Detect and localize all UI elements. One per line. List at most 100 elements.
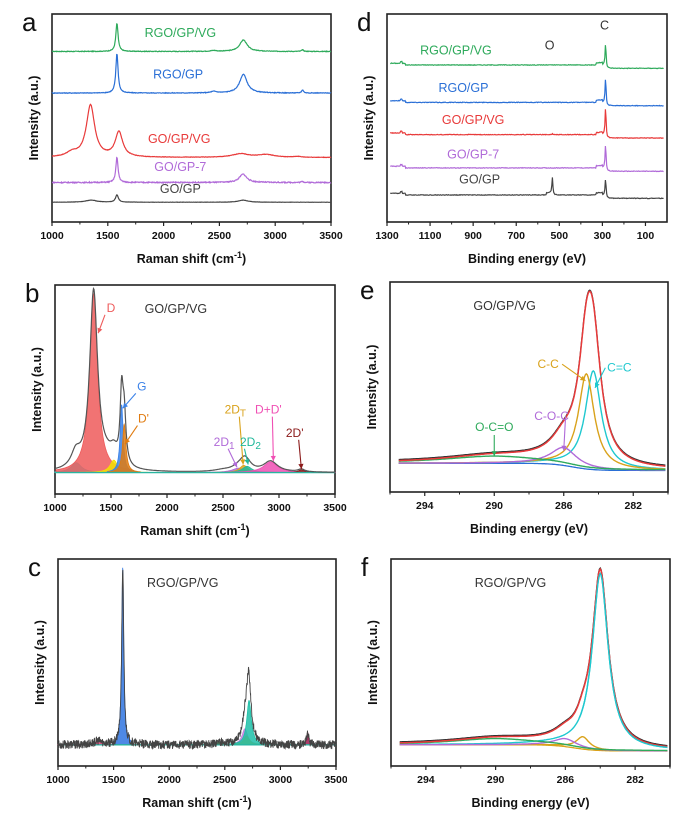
series-line-rgo-gp-vg — [390, 45, 664, 70]
x-tick-label: 2000 — [155, 502, 179, 514]
series-label: GO/GP-7 — [154, 160, 206, 174]
measured-spectrum — [57, 569, 337, 751]
panel-e-xps-c1s-go: 294 290 286 282 Binding energy (eV) Intensity… — [347, 272, 694, 544]
x-tick-label: 1500 — [99, 502, 123, 514]
plot-frame — [386, 13, 668, 223]
annotation-arrow-head — [298, 463, 304, 469]
peak-label-g: G — [137, 379, 146, 393]
panel-label: d — [357, 7, 371, 37]
chart-c: 1000 1500 2000 2500 3000 3500 Raman shift (cm-… — [28, 552, 347, 810]
x-axis-title-end: ) — [242, 252, 246, 266]
x-axis-title-main: Raman shift (cm — [142, 796, 239, 810]
series-label: RGO/GP/VG — [420, 44, 492, 58]
panel-label: a — [22, 7, 37, 37]
x-axis-title-sup: -1 — [238, 522, 246, 532]
x-tick-label: 286 — [555, 500, 573, 512]
x-tick-label: 290 — [487, 774, 505, 786]
measured-spectrum — [54, 287, 336, 473]
x-tick-label: 1500 — [96, 230, 120, 242]
x-tick-label: 2000 — [152, 230, 176, 242]
x-tick-label: 282 — [624, 500, 642, 512]
y-axis-title: Intensity (a.u.) — [365, 345, 379, 430]
panel-f-xps-c1s-rgo: 294 290 286 282 Binding energy (eV) Intensity… — [347, 544, 694, 817]
peak-label-2d2: 2D2 — [240, 435, 261, 452]
peak-label-text: 2D' — [286, 426, 304, 440]
peak-label-c-c: C=C — [607, 361, 632, 375]
series-line-rgo-gp-vg — [51, 23, 331, 53]
series-line-go-gp — [51, 194, 331, 203]
x-tick-label: 2500 — [211, 502, 235, 514]
x-tick-label: 286 — [557, 774, 575, 786]
x-axis-title-sup: -1 — [234, 250, 242, 260]
x-tick-label: 3500 — [319, 230, 343, 242]
series-line-go-gp-vg — [51, 103, 332, 159]
x-tick-label: 3500 — [323, 502, 347, 514]
x-tick-label: 900 — [464, 230, 482, 242]
annotation-arrow-head — [232, 461, 238, 468]
series-label: GO/GP/VG — [442, 113, 505, 127]
x-tick-label: 1300 — [375, 230, 399, 242]
annotation-arrow-head — [122, 402, 129, 409]
x-tick-label: 700 — [507, 230, 525, 242]
series-label: GO/GP — [459, 173, 500, 187]
x-axis-title: Binding energy (eV) — [471, 796, 589, 810]
peak-label-d-d-: D+D' — [255, 403, 282, 417]
sample-label: RGO/GP/VG — [147, 576, 219, 590]
y-axis-title: Intensity (a.u.) — [33, 620, 47, 705]
x-axis-title-end: ) — [248, 796, 252, 810]
x-tick-label: 1100 — [419, 230, 442, 242]
peak-label-text: 2D — [225, 403, 241, 417]
fit-component-d-d- — [203, 461, 336, 473]
series-line-rgo-gp — [51, 53, 332, 95]
x-axis-title: Binding energy (eV) — [470, 522, 588, 536]
peak-label-c-o-c: C-O-C — [534, 409, 569, 423]
x-tick-label: 294 — [417, 774, 435, 786]
sample-label: RGO/GP/VG — [475, 576, 547, 590]
panel-label: b — [25, 278, 39, 308]
peak-label-o-c-o: O-C=O — [475, 420, 513, 434]
annotation-arrow-head — [244, 459, 250, 465]
peak-label-text: D+D' — [255, 403, 282, 417]
x-tick-label: 1500 — [102, 774, 126, 786]
peak-label-2d1: 2D1 — [214, 435, 235, 452]
panel-d-xps-survey: 1300 1100 900 700 500 300 100 Binding energy (e… — [347, 0, 694, 272]
annotation-arrow-head — [491, 451, 497, 457]
peak-label-text: G — [137, 379, 146, 393]
element-annotation: O — [545, 38, 555, 52]
series-label: GO/GP — [160, 182, 201, 196]
peak-label-text: D — [107, 301, 116, 315]
x-tick-label: 1000 — [43, 502, 67, 514]
fit-component-d- — [107, 423, 141, 473]
annotation-arrow-head — [125, 438, 130, 444]
x-axis-title-end: ) — [246, 524, 250, 538]
series-label: RGO/GP — [153, 67, 203, 81]
x-tick-label: 3500 — [324, 774, 347, 786]
fit-component-g — [112, 567, 133, 746]
x-tick-label: 100 — [637, 230, 655, 242]
x-tick-label: 294 — [416, 500, 434, 512]
annotation-arrow-head — [270, 455, 276, 461]
x-tick-label: 300 — [594, 230, 612, 242]
series-label: RGO/GP — [438, 81, 488, 95]
x-axis-title-main: Raman shift (cm — [140, 524, 237, 538]
x-tick-label: 282 — [626, 774, 644, 786]
peak-label-2dt: 2DT — [225, 403, 246, 420]
peak-label-d-: D' — [138, 412, 149, 426]
peak-label-subscript: T — [240, 409, 246, 420]
y-axis-title: Intensity (a.u.) — [30, 347, 44, 432]
series-line-go-gp-7 — [390, 145, 664, 173]
panel-b-raman-fit-go: 1000 1500 2000 2500 3000 3500 Raman shift (cm-… — [0, 272, 347, 544]
fit-component-c-c — [399, 572, 668, 749]
annotation-arrow-line — [563, 416, 567, 451]
annotation-arrow-head — [97, 327, 103, 334]
panel-c-raman-fit-rgo: 1000 1500 2000 2500 3000 3500 Raman shift (cm-… — [0, 544, 347, 817]
x-axis-title: Raman shift (cm-1) — [142, 794, 251, 810]
series-label: RGO/GP/VG — [145, 26, 217, 40]
peak-label-text: 2D — [214, 435, 230, 449]
sample-label: GO/GP/VG — [145, 302, 208, 316]
y-axis-title: Intensity (a.u.) — [27, 76, 41, 161]
peak-label-subscript: 2 — [255, 441, 261, 452]
series-label: GO/GP-7 — [447, 148, 499, 162]
x-tick-label: 2500 — [213, 774, 237, 786]
panel-a-raman-spectra: 1000 1500 2000 2500 3000 3500 Raman shift (cm-… — [0, 0, 347, 272]
